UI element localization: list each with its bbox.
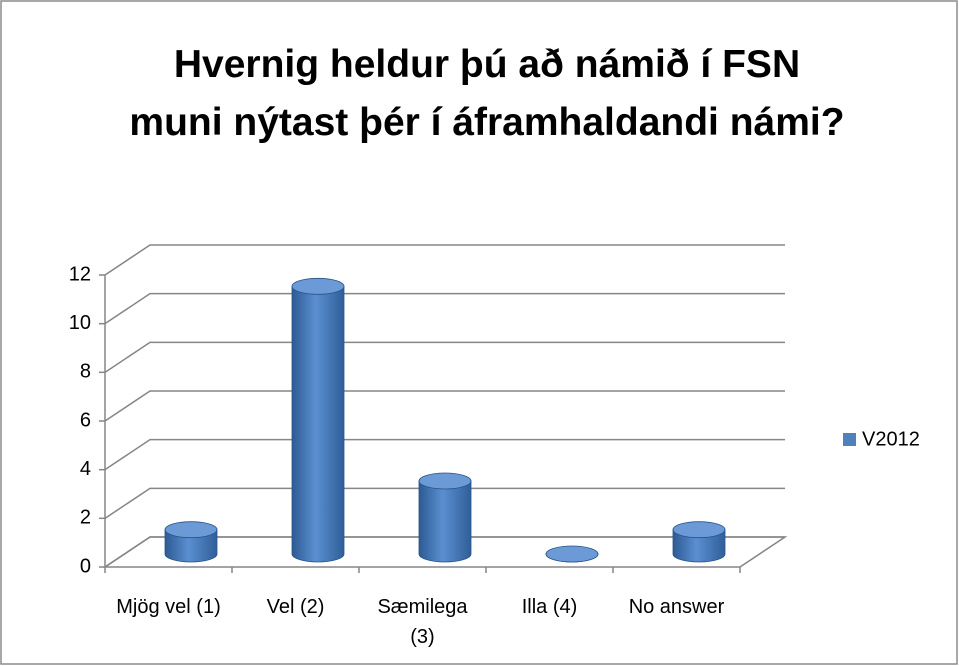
chart-title: Hvernig heldur þú að námið í FSN muni ný…: [129, 43, 845, 144]
y-tick-label: 6: [80, 409, 91, 431]
grid-line: [104, 536, 785, 568]
grid-line: [104, 487, 785, 519]
y-tick-label: 10: [69, 312, 91, 334]
grid-line: [104, 438, 785, 471]
grid-line: [104, 292, 785, 325]
x-tick-label: Mjög vel (1): [116, 596, 221, 618]
legend-swatch: [843, 433, 856, 446]
bar-top: [672, 521, 726, 539]
x-tick-label: Illa (4): [521, 596, 578, 618]
bar-top: [418, 472, 472, 490]
grid-line: [104, 244, 785, 276]
bar: [291, 285, 345, 563]
bar-top: [164, 521, 218, 539]
bar-top: [545, 545, 599, 563]
y-tick-label: 2: [80, 507, 91, 529]
y-tick-label: 12: [69, 263, 91, 285]
bar: [672, 529, 726, 563]
x-tick-label: Sæmilega (3): [377, 596, 468, 648]
bar-top: [291, 277, 345, 295]
y-tick-label: 4: [80, 458, 91, 480]
x-tick-label: Vel (2): [266, 596, 325, 618]
x-tick-label: No answer: [628, 596, 725, 618]
grid-line: [104, 390, 785, 422]
legend-label: V2012: [862, 428, 920, 450]
y-tick-label: 8: [80, 361, 91, 383]
bar: [418, 480, 472, 563]
bar: [164, 529, 218, 563]
y-tick-label: 0: [80, 555, 91, 577]
grid-line: [104, 341, 785, 373]
